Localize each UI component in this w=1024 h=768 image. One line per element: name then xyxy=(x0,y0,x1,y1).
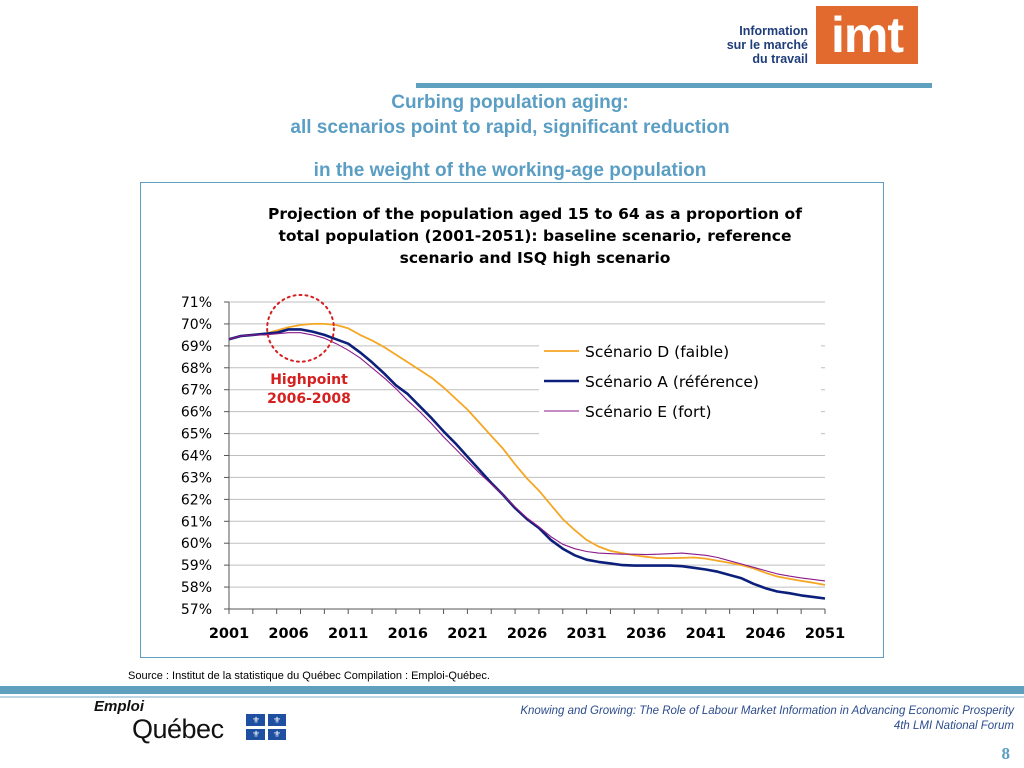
emploi-quebec-logo: Emploi Québec ⚜ ⚜ ⚜ ⚜ xyxy=(94,698,294,748)
legend-label: Scénario A (référence) xyxy=(585,373,759,391)
y-tick-label: 70% xyxy=(181,317,212,333)
footer-band xyxy=(0,686,1024,694)
y-tick-label: 59% xyxy=(181,558,212,574)
y-tick-label: 69% xyxy=(181,339,212,355)
y-tick-label: 61% xyxy=(181,514,212,530)
x-axis: 2001 2006 2011 2016 2021 2026 2031 2036 2041 2046… xyxy=(209,608,845,642)
imt-logo-line3: du travail xyxy=(752,52,808,66)
page-number: 8 xyxy=(1001,744,1011,763)
imt-logo-text: Information sur le marché du travail xyxy=(712,24,808,66)
chart-legend: Scénario D (faible) Scénario A (référence… xyxy=(539,335,821,435)
x-tick-label: 2016 xyxy=(388,626,428,642)
footer-line1: Knowing and Growing: The Role of Labour … xyxy=(520,705,1014,717)
logo-quebec-text: Québec xyxy=(132,714,224,744)
top-rule xyxy=(416,83,932,88)
x-tick-label: 2031 xyxy=(566,626,606,642)
y-tick-label: 63% xyxy=(181,470,212,486)
legend-background xyxy=(539,335,821,435)
legend-label: Scénario D (faible) xyxy=(585,343,729,361)
x-tick-label: 2011 xyxy=(328,626,368,642)
legend-label: Scénario E (fort) xyxy=(585,403,712,421)
y-tick-label: 71% xyxy=(181,295,212,311)
chart-title: Projection of the population aged 15 to … xyxy=(268,205,802,267)
series-line xyxy=(228,328,826,600)
highpoint-annotation: Highpoint 2006-2008 xyxy=(266,293,351,407)
y-tick-label: 62% xyxy=(181,492,212,508)
imt-logo-line1: Information xyxy=(739,24,808,38)
series-group xyxy=(228,323,826,600)
chart-title-line: total population (2001-2051): baseline s… xyxy=(278,227,791,245)
chart-title-line: scenario and ISQ high scenario xyxy=(400,249,671,267)
footer-text: Knowing and Growing: The Role of Labour … xyxy=(520,704,1014,734)
series-line xyxy=(228,332,826,582)
logo-emploi-text: Emploi xyxy=(94,698,145,715)
x-tick-label: 2041 xyxy=(686,626,726,642)
footer-rule xyxy=(0,696,1024,698)
x-tick-label: 2051 xyxy=(805,626,845,642)
y-tick-label: 67% xyxy=(181,383,212,399)
imt-logo: Information sur le marché du travail imt xyxy=(712,6,922,68)
y-tick-label: 66% xyxy=(181,405,212,421)
slide-title-line3: in the weight of the working-age populat… xyxy=(313,160,707,181)
imt-logo-line2: sur le marché xyxy=(726,38,808,52)
highpoint-label-line1: Highpoint xyxy=(270,372,348,388)
y-axis: 57% 58% 59% 60% 61% 62% 63% 64% 65% 66% 67% 68% 69% 7… xyxy=(181,295,230,618)
chart-title-line: Projection of the population aged 15 to … xyxy=(268,205,802,223)
x-tick-label: 2036 xyxy=(626,626,666,642)
highpoint-circle xyxy=(266,293,335,363)
series-line xyxy=(228,323,826,586)
x-tick-label: 2046 xyxy=(745,626,785,642)
x-tick-label: 2006 xyxy=(268,626,308,642)
y-tick-label: 64% xyxy=(181,449,212,465)
x-tick-label: 2001 xyxy=(209,626,249,642)
slide-title-line2: all scenarios point to rapid, significan… xyxy=(290,117,730,138)
y-tick-label: 58% xyxy=(181,580,212,596)
x-tick-label: 2026 xyxy=(507,626,547,642)
y-tick-label: 60% xyxy=(181,536,212,552)
y-tick-label: 57% xyxy=(181,602,212,618)
x-tick-label: 2021 xyxy=(447,626,487,642)
chart-frame: Projection of the population aged 15 to … xyxy=(140,182,884,658)
source-note: Source : Institut de la statistique du Q… xyxy=(128,670,490,682)
footer-line2: 4th LMI National Forum xyxy=(893,720,1014,732)
slide-title-line1: Curbing population aging: xyxy=(391,92,629,113)
slide-title: Curbing population aging: all scenarios … xyxy=(140,90,880,183)
y-tick-label: 65% xyxy=(181,427,212,443)
highpoint-label-line2: 2006-2008 xyxy=(267,391,351,407)
imt-logo-mark: imt xyxy=(816,6,918,64)
y-tick-label: 68% xyxy=(181,361,212,377)
line-chart: Projection of the population aged 15 to … xyxy=(181,205,845,642)
quebec-flag-icon: ⚜ ⚜ ⚜ ⚜ xyxy=(246,714,286,740)
